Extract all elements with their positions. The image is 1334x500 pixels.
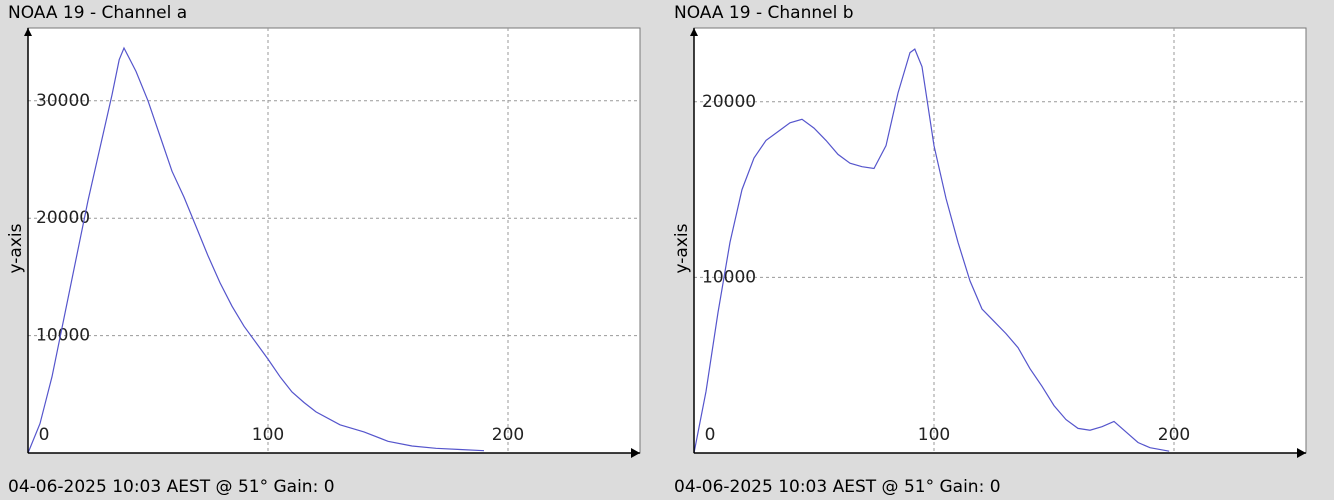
plot-area <box>27 27 641 454</box>
x-tick-label: 100 <box>252 425 284 445</box>
x-tick-label: 200 <box>492 425 524 445</box>
x-tick-label: 0 <box>39 425 50 445</box>
chart-title: NOAA 19 - Channel b <box>674 3 854 23</box>
caption: 04-06-2025 10:03 AEST @ 51° Gain: 0 <box>674 477 1001 497</box>
y-tick-label: 10000 <box>36 326 90 346</box>
axis-arrow <box>1297 448 1306 458</box>
y-axis-label: y-axis <box>672 223 692 273</box>
axis-arrow <box>690 28 698 36</box>
x-tick-label: 100 <box>918 425 950 445</box>
y-axis-label: y-axis <box>6 223 26 273</box>
axis-arrow <box>631 448 640 458</box>
axis-arrow <box>24 28 32 36</box>
y-tick-label: 20000 <box>702 92 756 112</box>
plot-area <box>693 27 1307 454</box>
chart-title: NOAA 19 - Channel a <box>8 3 187 23</box>
x-tick-label: 0 <box>705 425 716 445</box>
y-tick-label: 20000 <box>36 208 90 228</box>
data-line <box>27 46 485 454</box>
y-tick-label: 10000 <box>702 267 756 287</box>
y-tick-label: 30000 <box>36 91 90 111</box>
data-line <box>693 48 1170 454</box>
caption: 04-06-2025 10:03 AEST @ 51° Gain: 0 <box>8 477 335 497</box>
x-tick-label: 200 <box>1158 425 1190 445</box>
